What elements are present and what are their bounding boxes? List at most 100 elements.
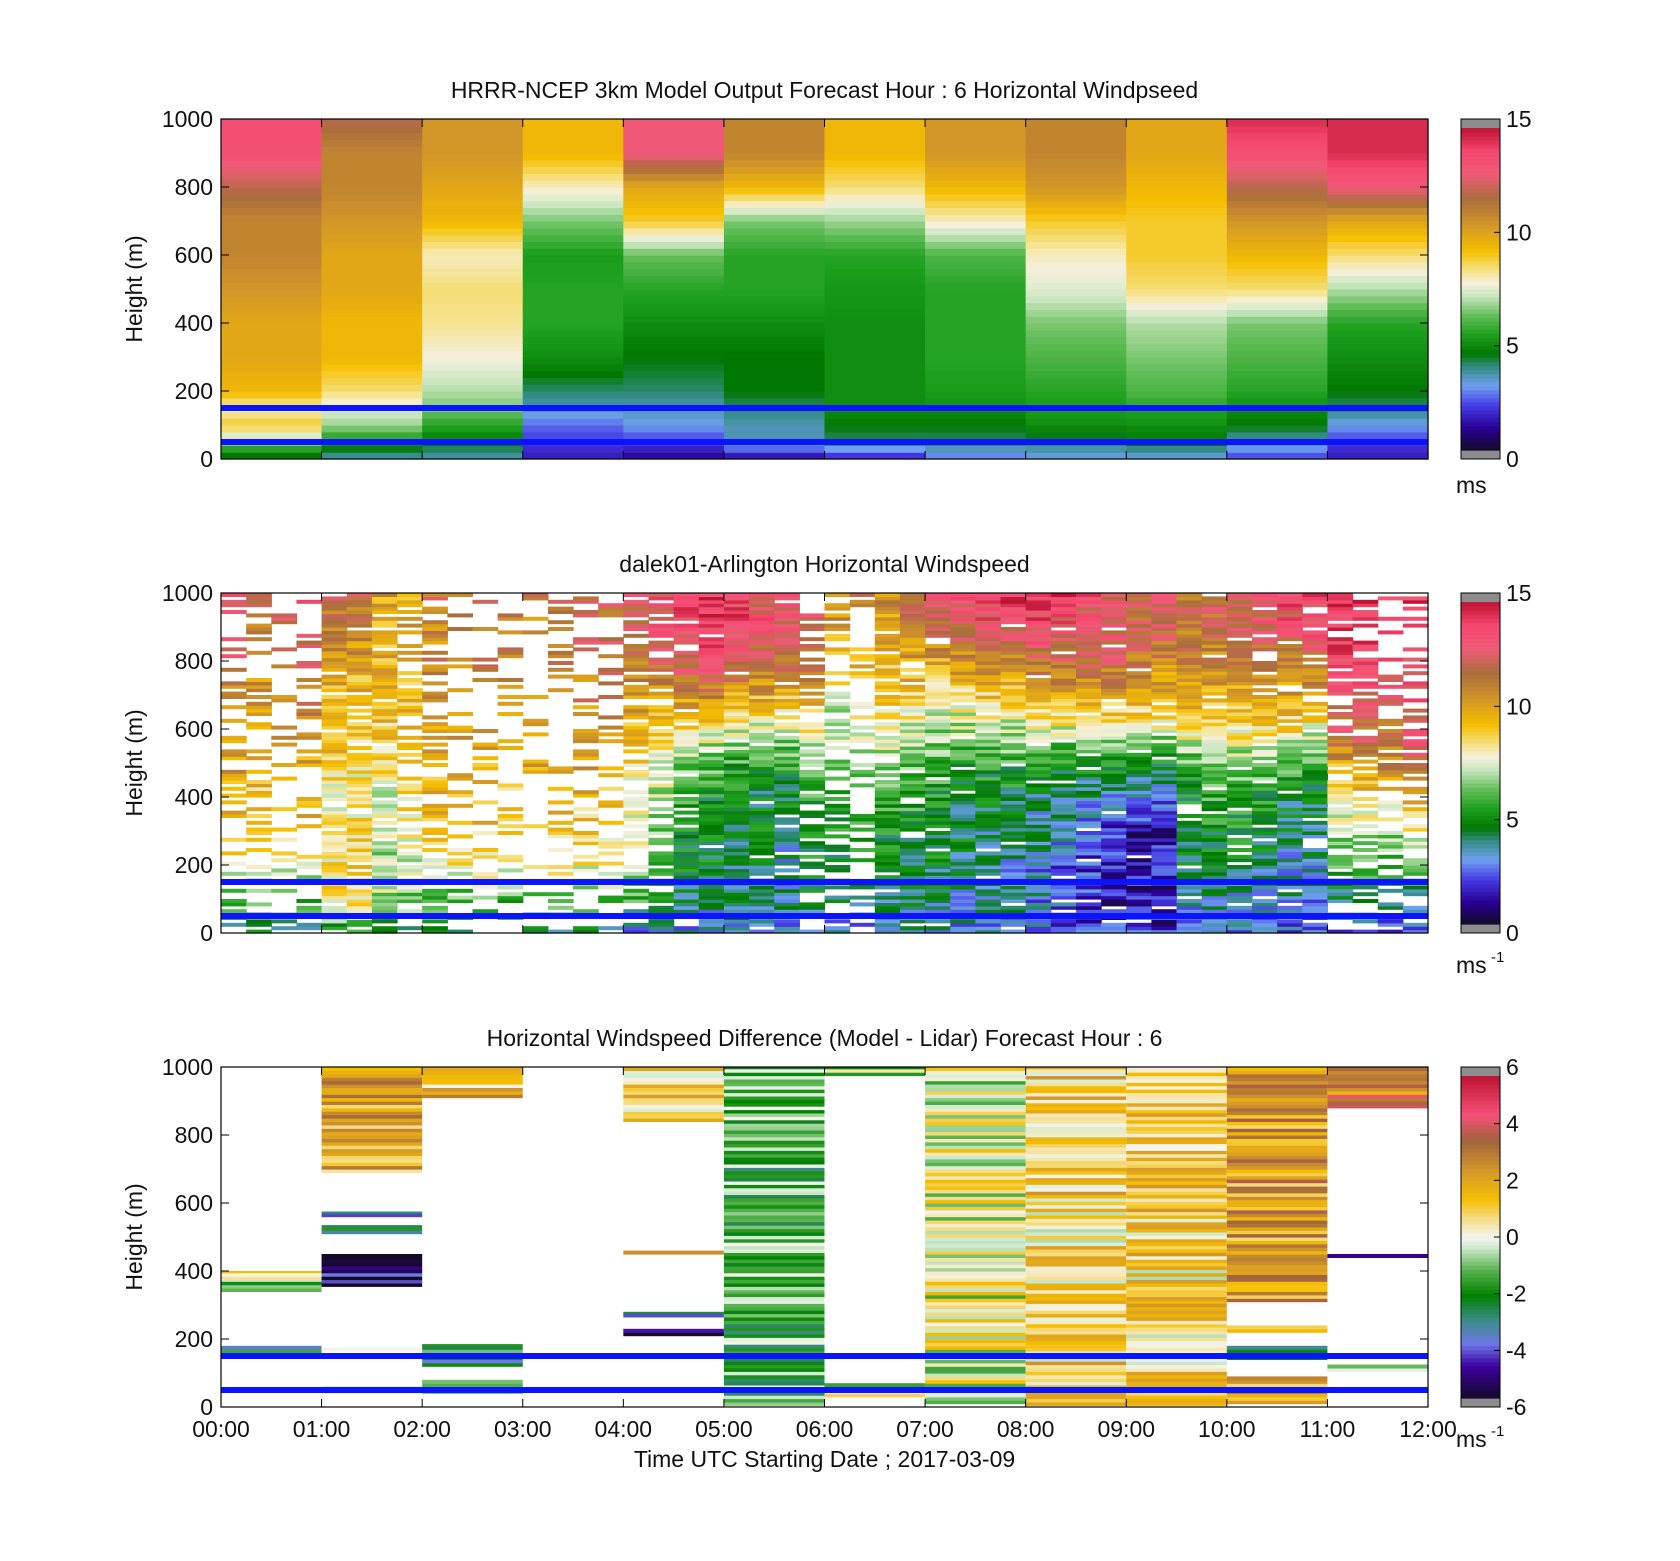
heatmap-cell: [925, 1135, 1026, 1139]
heatmap-cell: [673, 613, 700, 618]
heatmap-cell: [925, 688, 951, 693]
heatmap-cell: [497, 684, 524, 689]
heatmap-cell: [296, 749, 323, 754]
heatmap-cell: [874, 725, 901, 730]
heatmap-cell: [346, 858, 373, 863]
heatmap-cell: [221, 343, 323, 351]
heatmap-cell: [1352, 780, 1379, 784]
heatmap-cell: [623, 1067, 724, 1071]
heatmap-cell: [723, 452, 826, 460]
heatmap-cell: [1025, 1067, 1127, 1070]
heatmap-cell: [1075, 708, 1102, 713]
heatmap-cell: [1126, 1245, 1227, 1250]
heatmap-cell: [447, 929, 474, 934]
heatmap-cell: [749, 776, 775, 781]
heatmap-cell: [1201, 712, 1228, 716]
heatmap-cell: [623, 370, 725, 378]
heatmap-cell: [221, 705, 247, 710]
heatmap-cell: [1327, 343, 1429, 351]
heatmap-cell: [422, 207, 524, 215]
heatmap-cell: [623, 1084, 724, 1088]
heatmap-cell: [849, 705, 876, 710]
heatmap-cell: [522, 718, 549, 723]
heatmap-cell: [925, 1254, 1026, 1258]
heatmap-cell: [1025, 678, 1052, 682]
heatmap-cell: [1226, 384, 1329, 392]
heatmap-cell: [422, 919, 448, 924]
heatmap-cell: [648, 749, 675, 754]
heatmap-cell: [723, 729, 750, 733]
heatmap-cell: [1000, 654, 1027, 659]
heatmap-cell: [397, 807, 423, 812]
heatmap-cell: [321, 200, 423, 208]
heatmap-cell: [925, 691, 951, 696]
heatmap-cell: [221, 776, 247, 781]
heatmap-cell: [522, 411, 624, 419]
heatmap-cell: [824, 384, 926, 392]
heatmap-cell: [1126, 899, 1152, 903]
heatmap-cell: [321, 418, 423, 426]
heatmap-cell: [874, 633, 901, 638]
heatmap-cell: [1327, 780, 1354, 784]
heatmap-cell: [925, 810, 951, 815]
heatmap-cell: [1277, 623, 1303, 628]
colorbar-segment: [1461, 899, 1500, 905]
heatmap-cell: [1025, 708, 1052, 713]
heatmap-cell: [1226, 837, 1253, 842]
heatmap-cell: [874, 616, 901, 621]
heatmap-cell: [723, 620, 750, 625]
heatmap-cell: [899, 790, 926, 795]
heatmap-cell: [925, 718, 951, 723]
heatmap-cell: [321, 1097, 423, 1102]
heatmap-cell: [497, 899, 524, 903]
heatmap-cell: [1327, 610, 1354, 614]
heatmap-cell: [321, 858, 348, 863]
heatmap-cell: [1251, 865, 1278, 869]
heatmap-cell: [422, 234, 524, 242]
heatmap-cell: [673, 650, 700, 655]
heatmap-cell: [648, 793, 675, 798]
heatmap-cell: [925, 1291, 1026, 1296]
heatmap-cell: [371, 599, 398, 604]
heatmap-cell: [673, 688, 700, 693]
heatmap-cell: [1327, 146, 1429, 154]
heatmap-cell: [321, 132, 423, 140]
colorbar-segment: [1461, 1341, 1500, 1347]
heatmap-cell: [1050, 763, 1077, 767]
heatmap-cell: [1126, 1191, 1227, 1196]
heatmap-cell: [447, 793, 474, 798]
heatmap-cell: [648, 735, 675, 740]
heatmap-cell: [749, 603, 775, 608]
heatmap-cell: [371, 851, 398, 856]
heatmap-cell: [246, 871, 272, 876]
heatmap-cell: [321, 922, 348, 927]
heatmap-cell: [950, 786, 976, 791]
heatmap-cell: [1075, 837, 1102, 842]
heatmap-cell: [799, 905, 826, 910]
heatmap-cell: [1277, 705, 1303, 710]
heatmap-cell: [774, 647, 800, 652]
heatmap-cell: [1025, 391, 1127, 399]
y-tick-label: 400: [175, 310, 213, 336]
heatmap-cell: [1000, 888, 1027, 893]
heatmap-cell: [1226, 865, 1253, 869]
heatmap-cell: [925, 248, 1027, 256]
heatmap-cell: [371, 786, 398, 791]
heatmap-cell: [1000, 640, 1027, 645]
heatmap-cell: [824, 627, 851, 631]
heatmap-cell: [698, 766, 725, 771]
heatmap-cell: [723, 1140, 825, 1145]
heatmap-cell: [1126, 644, 1152, 648]
heatmap-cell: [472, 895, 499, 900]
heatmap-cell: [1151, 902, 1178, 907]
heatmap-cell: [1377, 854, 1404, 859]
heatmap-cell: [925, 684, 951, 689]
heatmap-cell: [749, 739, 775, 744]
heatmap-cell: [874, 684, 901, 689]
heatmap-cell: [1126, 756, 1152, 761]
heatmap-cell: [1000, 705, 1027, 710]
heatmap-cell: [321, 895, 348, 900]
heatmap-cell: [975, 630, 1002, 635]
heatmap-cell: [925, 715, 951, 720]
heatmap-cell: [1226, 159, 1329, 168]
